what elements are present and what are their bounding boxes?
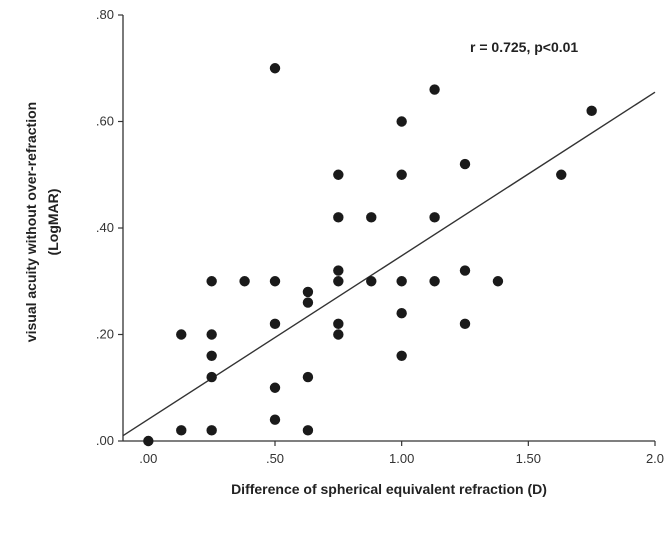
- data-point: [302, 371, 314, 383]
- data-point: [206, 371, 217, 383]
- data-point: [302, 425, 314, 436]
- data-point: [143, 435, 154, 447]
- data-point: [206, 329, 217, 340]
- data-point: [459, 265, 471, 276]
- data-point: [302, 286, 314, 298]
- y-tick-label: .00: [96, 433, 114, 448]
- data-point: [269, 63, 281, 74]
- data-point: [176, 425, 187, 436]
- data-point: [269, 382, 281, 393]
- data-point: [333, 329, 344, 340]
- y-tick-label: .20: [96, 327, 114, 342]
- y-tick-label: .60: [96, 114, 114, 129]
- data-point: [492, 276, 504, 287]
- data-point: [206, 350, 217, 361]
- data-point: [366, 212, 377, 223]
- data-point: [206, 425, 217, 436]
- y-axis-title-line1: visual acuity without over-refraction: [23, 102, 39, 342]
- data-point: [556, 169, 567, 180]
- data-point: [429, 276, 440, 287]
- regression-line-group: [122, 91, 656, 437]
- data-point: [269, 414, 281, 425]
- y-tick-label: .40: [96, 220, 114, 235]
- data-point: [396, 276, 407, 287]
- data-point: [269, 276, 281, 287]
- data-point: [396, 308, 407, 319]
- data-point: [239, 276, 250, 287]
- data-point: [429, 84, 440, 95]
- regression-line: [122, 91, 656, 437]
- data-point: [269, 318, 281, 330]
- data-point: [206, 276, 217, 287]
- data-point: [333, 265, 344, 276]
- data-point: [396, 350, 407, 361]
- y-axis-title-line2: (LogMAR): [45, 189, 61, 256]
- data-point: [459, 158, 471, 170]
- data-point: [333, 318, 344, 330]
- data-point: [459, 318, 471, 330]
- x-tick-label: 1.00: [389, 451, 414, 466]
- data-point: [302, 297, 314, 308]
- data-point: [429, 212, 440, 223]
- data-point: [396, 169, 407, 180]
- data-point: [396, 116, 407, 127]
- data-point: [586, 105, 597, 117]
- x-tick-label: 1.50: [516, 451, 541, 466]
- data-point: [333, 169, 344, 180]
- correlation-annotation: r = 0.725, p<0.01: [470, 39, 578, 55]
- axes: .00 .20 .40 .60 .80 .00 .50 1.00 1.50 2.0: [96, 7, 664, 466]
- data-point: [333, 276, 344, 287]
- x-axis-title: Difference of spherical equivalent refra…: [231, 481, 547, 497]
- y-tick-label: .80: [96, 7, 114, 22]
- data-points: [143, 63, 597, 447]
- data-point: [176, 329, 187, 340]
- x-tick-label: 2.0: [646, 451, 664, 466]
- x-tick-label: .50: [266, 451, 284, 466]
- data-point: [333, 212, 344, 223]
- x-tick-label: .00: [139, 451, 157, 466]
- data-point: [366, 276, 377, 287]
